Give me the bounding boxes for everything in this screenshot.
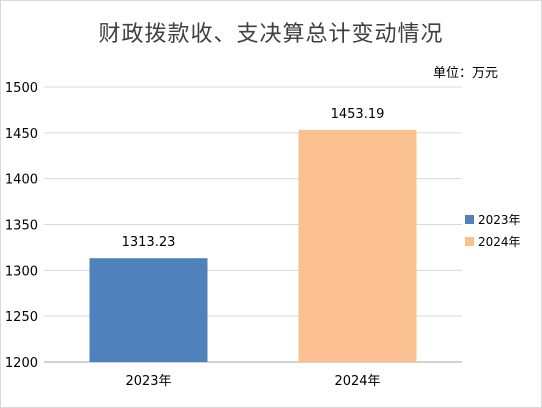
legend-swatch — [465, 214, 474, 224]
legend-swatch — [465, 236, 474, 246]
legend-label: 2024年 — [478, 234, 521, 249]
y-tick-label: 1500 — [5, 81, 38, 96]
y-tick-label: 1450 — [5, 127, 38, 142]
bar-2024年 — [298, 129, 417, 362]
y-tick-label: 1350 — [5, 219, 38, 234]
legend-item-2023: 2023年 — [465, 208, 521, 230]
legend-label: 2023年 — [478, 212, 521, 227]
data-label: 1313.23 — [122, 235, 176, 250]
y-tick-label: 1400 — [5, 173, 38, 188]
x-tick-label: 2024年 — [334, 374, 380, 389]
legend-item-2024: 2024年 — [465, 230, 521, 252]
x-tick-label: 2023年 — [125, 374, 171, 389]
bar-2023年 — [89, 258, 208, 362]
legend: 2023年 2024年 — [465, 208, 521, 252]
chart-title: 财政拨款收、支决算总计变动情况 — [98, 22, 444, 47]
data-label: 1453.19 — [331, 107, 385, 122]
y-tick-label: 1200 — [5, 356, 38, 371]
x-axis: 2023年 2024年 — [125, 374, 380, 389]
y-tick-label: 1250 — [5, 310, 38, 325]
y-tick-label: 1300 — [5, 264, 38, 279]
bars: 1313.23 1453.19 — [89, 107, 417, 362]
y-axis: 1200 1250 1300 1350 1400 1450 1500 — [5, 81, 38, 371]
unit-label: 单位：万元 — [432, 66, 498, 81]
